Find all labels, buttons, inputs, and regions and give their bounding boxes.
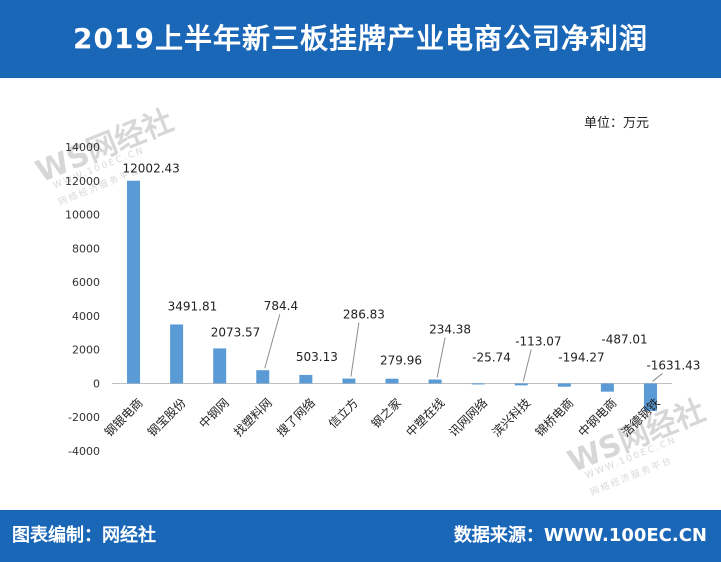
leader-line-12 <box>652 373 663 382</box>
y-tick-label: 2000 <box>72 344 100 357</box>
category-label-11: 中钢电商 <box>575 395 620 440</box>
data-label-4: 503.13 <box>296 350 338 364</box>
bar-4 <box>299 374 313 384</box>
data-label-9: -113.07 <box>515 334 561 348</box>
unit-label: 单位：万元 <box>584 116 650 131</box>
chart-title: 2019上半年新三板挂牌产业电商公司净利润 <box>73 22 648 55</box>
data-label-8: -25.74 <box>472 350 511 364</box>
bar-7 <box>428 379 442 384</box>
y-tick-label: -4000 <box>68 445 100 458</box>
category-label-12: 浩德钢铁 <box>618 395 663 440</box>
leader-line-3 <box>264 314 281 369</box>
leader-line-7 <box>436 337 446 378</box>
data-label-1: 3491.81 <box>168 299 218 313</box>
bar-5 <box>342 378 356 384</box>
bar-11 <box>600 383 614 392</box>
category-label-5: 信立方 <box>325 395 361 431</box>
data-label-0: 12002.43 <box>123 162 180 176</box>
category-label-0: 钢银电商 <box>101 395 146 440</box>
bar-8 <box>471 383 485 385</box>
category-label-2: 中钢网 <box>196 395 232 431</box>
bar-12 <box>643 383 657 411</box>
data-label-6: 279.96 <box>380 354 422 368</box>
y-tick-label: 0 <box>93 377 100 390</box>
data-label-10: -194.27 <box>558 350 604 364</box>
footer-source: 数据来源：WWW.100EC.CN <box>453 525 707 546</box>
category-label-7: 中塑在线 <box>403 395 448 440</box>
y-tick-label: 12000 <box>65 175 100 188</box>
y-tick-label: 10000 <box>65 209 100 222</box>
leader-line-5 <box>350 322 360 377</box>
category-label-10: 锦桥电商 <box>532 395 577 440</box>
y-tick-label: -2000 <box>68 411 100 424</box>
bar-6 <box>385 378 399 384</box>
footer-bar: 图表编制：网经社 数据来源：WWW.100EC.CN <box>0 510 721 562</box>
leader-line-9 <box>522 349 532 382</box>
bar-9 <box>514 383 528 386</box>
category-label-4: 搜了网络 <box>273 395 318 440</box>
bar-10 <box>557 383 571 387</box>
bar-3 <box>256 370 270 384</box>
data-label-3: 784.4 <box>264 299 298 313</box>
data-label-7: 234.38 <box>429 322 471 336</box>
category-label-6: 钢之家 <box>368 395 404 431</box>
category-label-8: 讯网网络 <box>446 395 491 440</box>
y-tick-label: 6000 <box>72 276 100 289</box>
footer-compiler: 图表编制：网经社 <box>12 525 156 546</box>
data-label-11: -487.01 <box>601 332 647 346</box>
data-label-12: -1631.43 <box>646 358 700 372</box>
y-tick-label: 14000 <box>65 141 100 154</box>
data-label-2: 2073.57 <box>211 325 261 339</box>
bar-2 <box>213 348 227 384</box>
bar-1 <box>170 324 184 384</box>
category-label-1: 钢宝股份 <box>145 396 189 440</box>
data-label-5: 286.83 <box>343 308 385 322</box>
y-tick-label: 4000 <box>72 310 100 323</box>
y-tick-label: 8000 <box>72 242 100 255</box>
category-label-9: 滨兴科技 <box>489 395 534 440</box>
category-label-3: 找塑料网 <box>230 395 275 440</box>
bar-0 <box>127 180 141 384</box>
header-bar: 2019上半年新三板挂牌产业电商公司净利润 <box>0 0 721 78</box>
